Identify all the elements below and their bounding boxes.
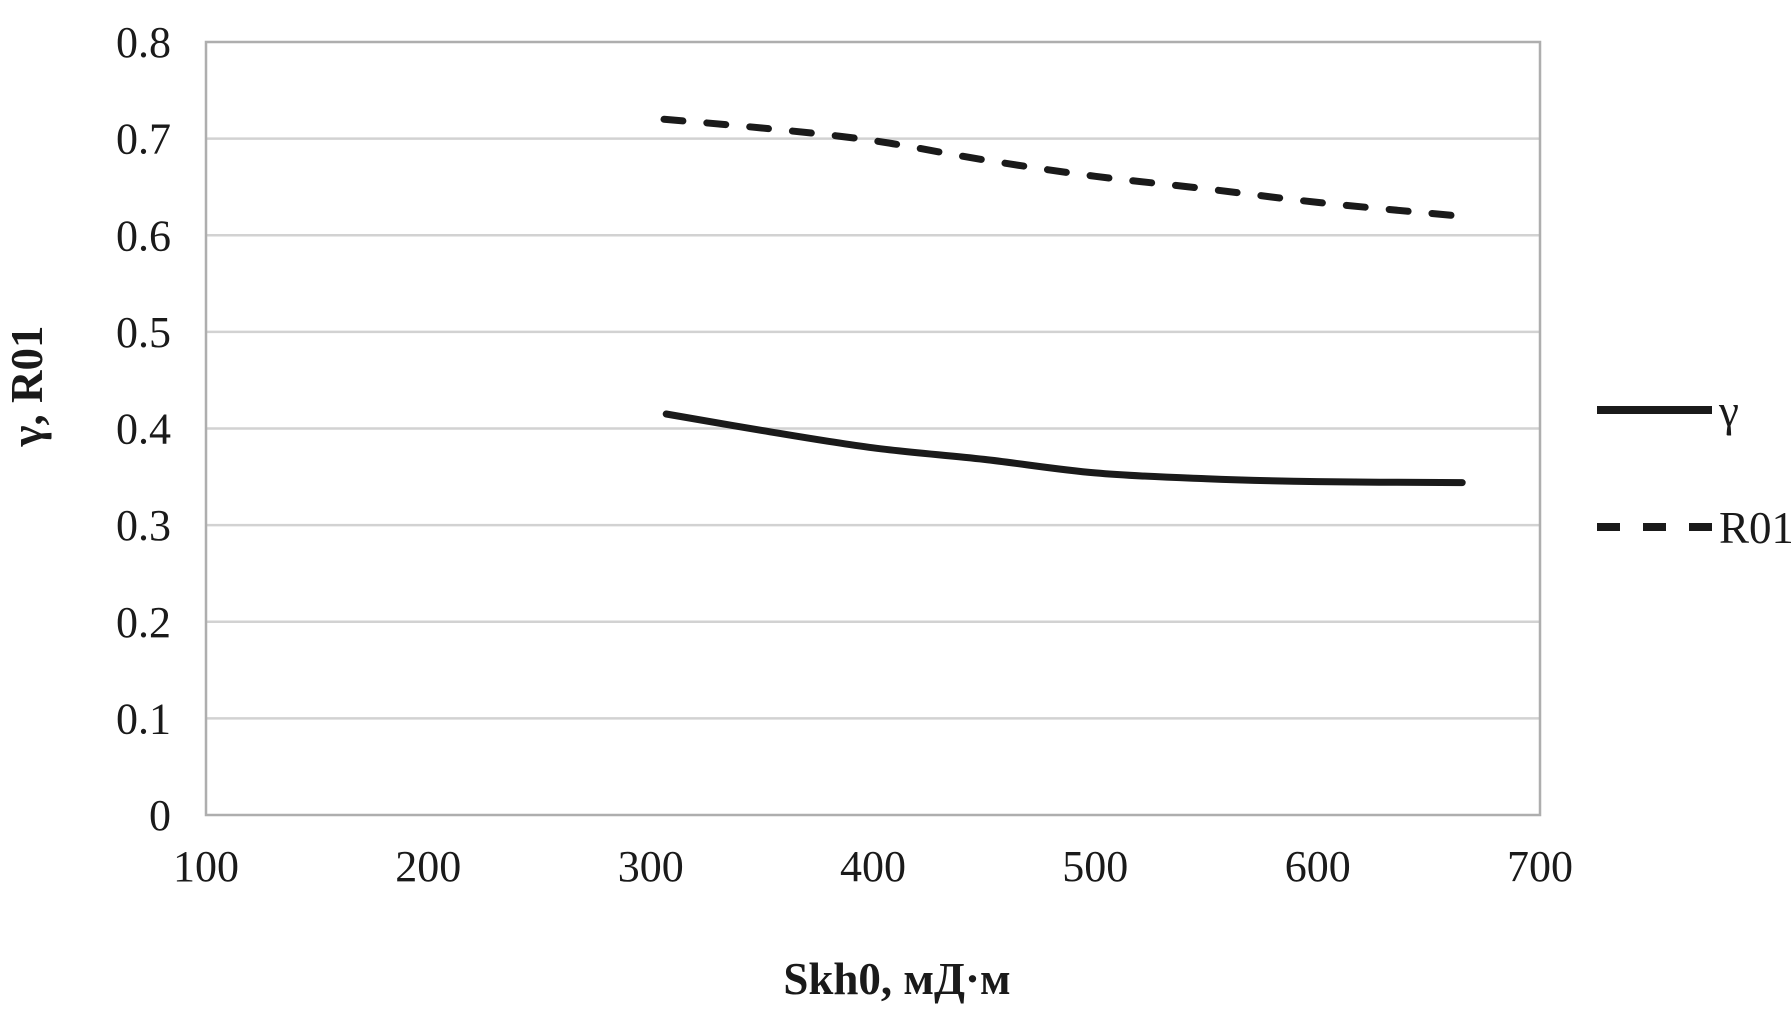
y-tick-label: 0.1 [116, 694, 171, 743]
series-line-gamma [662, 410, 1466, 487]
x-tick-label: 500 [1062, 842, 1128, 891]
series-line-r01 [660, 115, 1462, 220]
y-axis-title: γ, R01 [2, 325, 52, 447]
x-tick-label: 400 [840, 842, 906, 891]
plot-area-border [204, 40, 1542, 817]
x-tick-label: 300 [618, 842, 684, 891]
x-tick-label: 700 [1507, 842, 1573, 891]
y-tick-label: 0 [149, 791, 171, 840]
y-tick-label: 0.5 [116, 308, 171, 357]
x-tick-label: 200 [395, 842, 461, 891]
y-tick-label: 0.2 [116, 598, 171, 647]
y-tick-label: 0.4 [116, 405, 171, 454]
y-tick-label: 0.7 [116, 115, 171, 164]
y-tick-label: 0.3 [116, 501, 171, 550]
x-tick-label: 100 [173, 842, 239, 891]
x-tick-label: 600 [1285, 842, 1351, 891]
legend-label-gamma: γ [1718, 386, 1739, 436]
y-tick-label: 0.6 [116, 211, 171, 260]
legend-label-r01: R01 [1719, 503, 1791, 553]
x-axis-title: Skh0, мД·м [783, 954, 1010, 1004]
y-tick-label: 0.8 [116, 18, 171, 67]
